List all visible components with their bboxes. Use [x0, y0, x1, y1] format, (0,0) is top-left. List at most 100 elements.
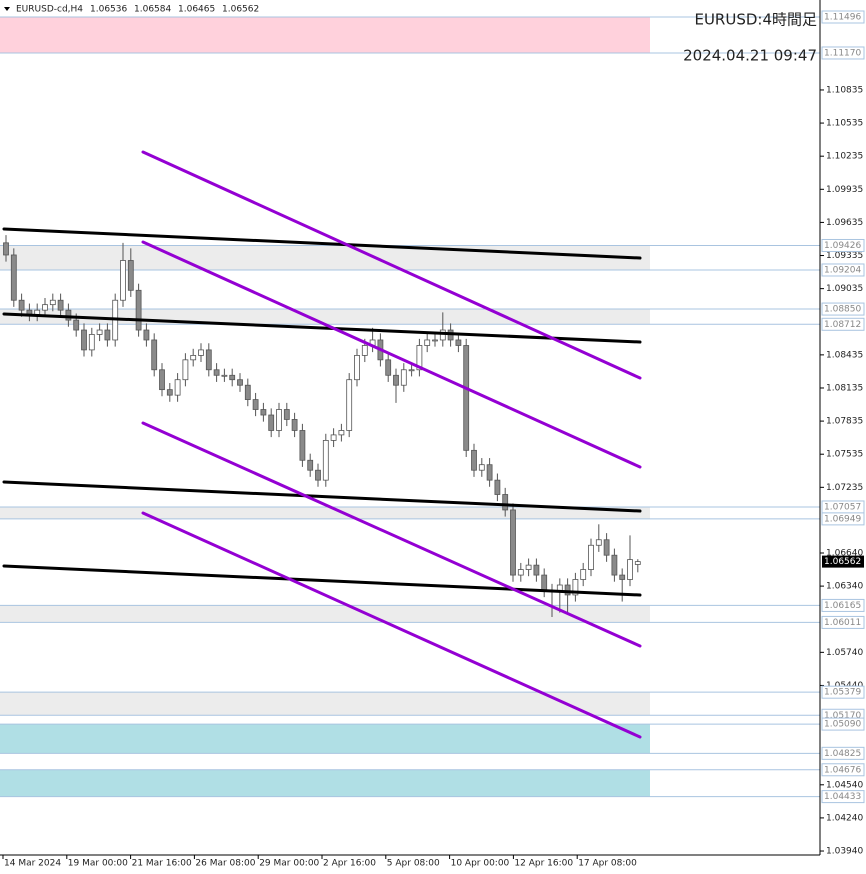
candle-body [580, 569, 587, 580]
candle-body [463, 345, 470, 451]
candle-body [494, 479, 501, 495]
y-tick-label: 1.09035 [826, 284, 863, 294]
zone [0, 245, 650, 270]
x-tick-label: 10 Apr 00:00 [451, 859, 510, 869]
x-tick-label: 17 Apr 08:00 [578, 859, 637, 869]
x-tick-label: 29 Mar 00:00 [259, 859, 319, 869]
level-label: 1.08850 [824, 305, 861, 315]
candle-body [49, 299, 56, 306]
y-tick-label: 1.03940 [826, 847, 863, 857]
candle-body [533, 564, 540, 576]
level-label-box [821, 302, 865, 316]
level-label: 1.04825 [824, 749, 861, 759]
candle-body [627, 559, 633, 580]
candle-body [385, 359, 392, 376]
candle-body [57, 299, 64, 311]
candle-body [42, 304, 48, 311]
candle-body [525, 564, 532, 570]
candle-body [221, 374, 228, 377]
ohlc-open: 1.06536 [90, 5, 127, 15]
candle-body [268, 414, 275, 431]
candle-body [361, 345, 368, 356]
candle-body [432, 339, 438, 342]
candle-body [619, 574, 626, 580]
level-label-box [821, 317, 865, 331]
x-tick-label: 26 Mar 08:00 [195, 859, 255, 869]
candle-body [634, 561, 641, 565]
level-label-box [821, 615, 865, 629]
candle-body [182, 359, 189, 381]
channel-line [141, 511, 642, 739]
candle-body [564, 584, 571, 596]
candle-body [338, 430, 345, 436]
candle-body [151, 339, 158, 371]
y-tick-label: 1.10535 [826, 119, 863, 129]
level-label: 1.11496 [824, 12, 861, 22]
level-label: 1.09204 [824, 265, 861, 275]
trend-line [2, 564, 642, 597]
candle-body [81, 329, 87, 351]
candle-body [104, 329, 111, 341]
ohlc-high: 1.06584 [134, 5, 171, 15]
y-tick-label: 1.08435 [826, 350, 863, 360]
candle-body [455, 339, 462, 346]
level-label-box [821, 10, 865, 24]
x-tick-label: 5 Apr 08:00 [387, 859, 440, 869]
y-tick-label: 1.06340 [826, 582, 863, 592]
candle-body [517, 569, 524, 576]
menu-icon [4, 7, 10, 11]
y-tick-label: 1.10235 [826, 152, 863, 162]
y-tick-label: 1.06640 [826, 548, 863, 558]
zone [0, 605, 650, 623]
candle-body [510, 509, 516, 576]
candle-body [10, 254, 17, 301]
candle-body [315, 469, 321, 481]
y-tick-label: 1.04240 [826, 813, 863, 823]
level-label: 1.06949 [824, 514, 861, 524]
candle-body [260, 409, 267, 416]
level-label: 1.05379 [824, 688, 861, 698]
candle-body [408, 369, 415, 372]
ohlc-close: 1.06562 [222, 5, 259, 15]
candle-body [603, 539, 610, 556]
candle-body [205, 349, 212, 371]
x-tick-label: 2 Apr 16:00 [323, 859, 376, 869]
candle-body [244, 384, 251, 400]
chart-title: EURUSD:4時間足 [694, 11, 817, 29]
candle-body [229, 374, 236, 381]
level-label-box [821, 746, 865, 760]
channel-line [141, 150, 642, 380]
y-tick-label: 1.07535 [826, 450, 863, 460]
candle-body [159, 369, 165, 391]
y-tick-label: 1.09935 [826, 185, 863, 195]
trend-line [2, 227, 642, 260]
candle-body [588, 544, 594, 570]
y-tick-label: 1.08135 [826, 383, 863, 393]
candle-body [346, 379, 353, 431]
level-label-box [821, 263, 865, 277]
level-label: 1.06165 [824, 601, 861, 611]
level-label-box [821, 598, 865, 612]
candle-body [307, 459, 314, 471]
zone [0, 506, 650, 519]
candle-body [127, 260, 134, 291]
candle-body [96, 329, 103, 335]
level-label-box [821, 46, 865, 60]
level-label: 1.11170 [824, 48, 861, 58]
candle-body [354, 355, 360, 381]
level-label: 1.04433 [824, 792, 861, 802]
candle-body [416, 345, 423, 371]
channel-line [141, 421, 642, 648]
x-tick-label: 12 Apr 16:00 [514, 859, 573, 869]
x-tick-label: 21 Mar 16:00 [132, 859, 192, 869]
candle-body [556, 584, 563, 591]
candle-body [237, 379, 243, 386]
candle-body [330, 434, 337, 441]
zone [0, 769, 650, 797]
level-label-box [821, 238, 865, 252]
candle-body [400, 369, 407, 386]
level-label: 1.08712 [824, 320, 861, 330]
level-label-box [821, 717, 865, 731]
level-label: 1.07057 [824, 502, 861, 512]
